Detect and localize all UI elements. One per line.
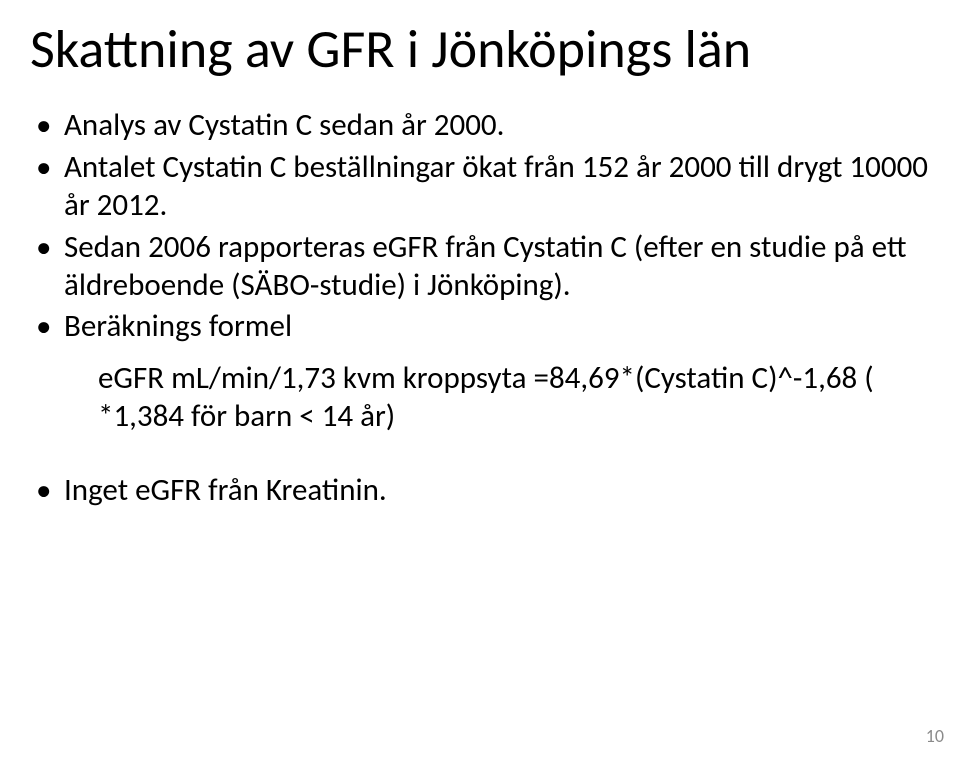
slide-title: Skattning av GFR i Jönköpings län [30,20,930,79]
bullet-text: Beräknings formel [64,307,292,345]
bullet-list: Analys av Cystatin C sedan år 2000. Anta… [30,107,930,509]
bullet-item: Inget eGFR från Kreatinin. [30,472,930,510]
formula-text: eGFR mL/min/1,73 kvm kroppsyta =84,69*(C… [98,360,930,436]
bullet-item: Antalet Cystatin C beställningar ökat fr… [30,149,930,225]
bullet-item: Analys av Cystatin C sedan år 2000. [30,107,930,145]
bullet-item: Sedan 2006 rapporteras eGFR från Cystati… [30,229,930,305]
bullet-item: Beräknings formel eGFR mL/min/1,73 kvm k… [30,308,930,435]
page-number: 10 [926,725,944,747]
slide: Skattning av GFR i Jönköpings län Analys… [0,0,960,759]
